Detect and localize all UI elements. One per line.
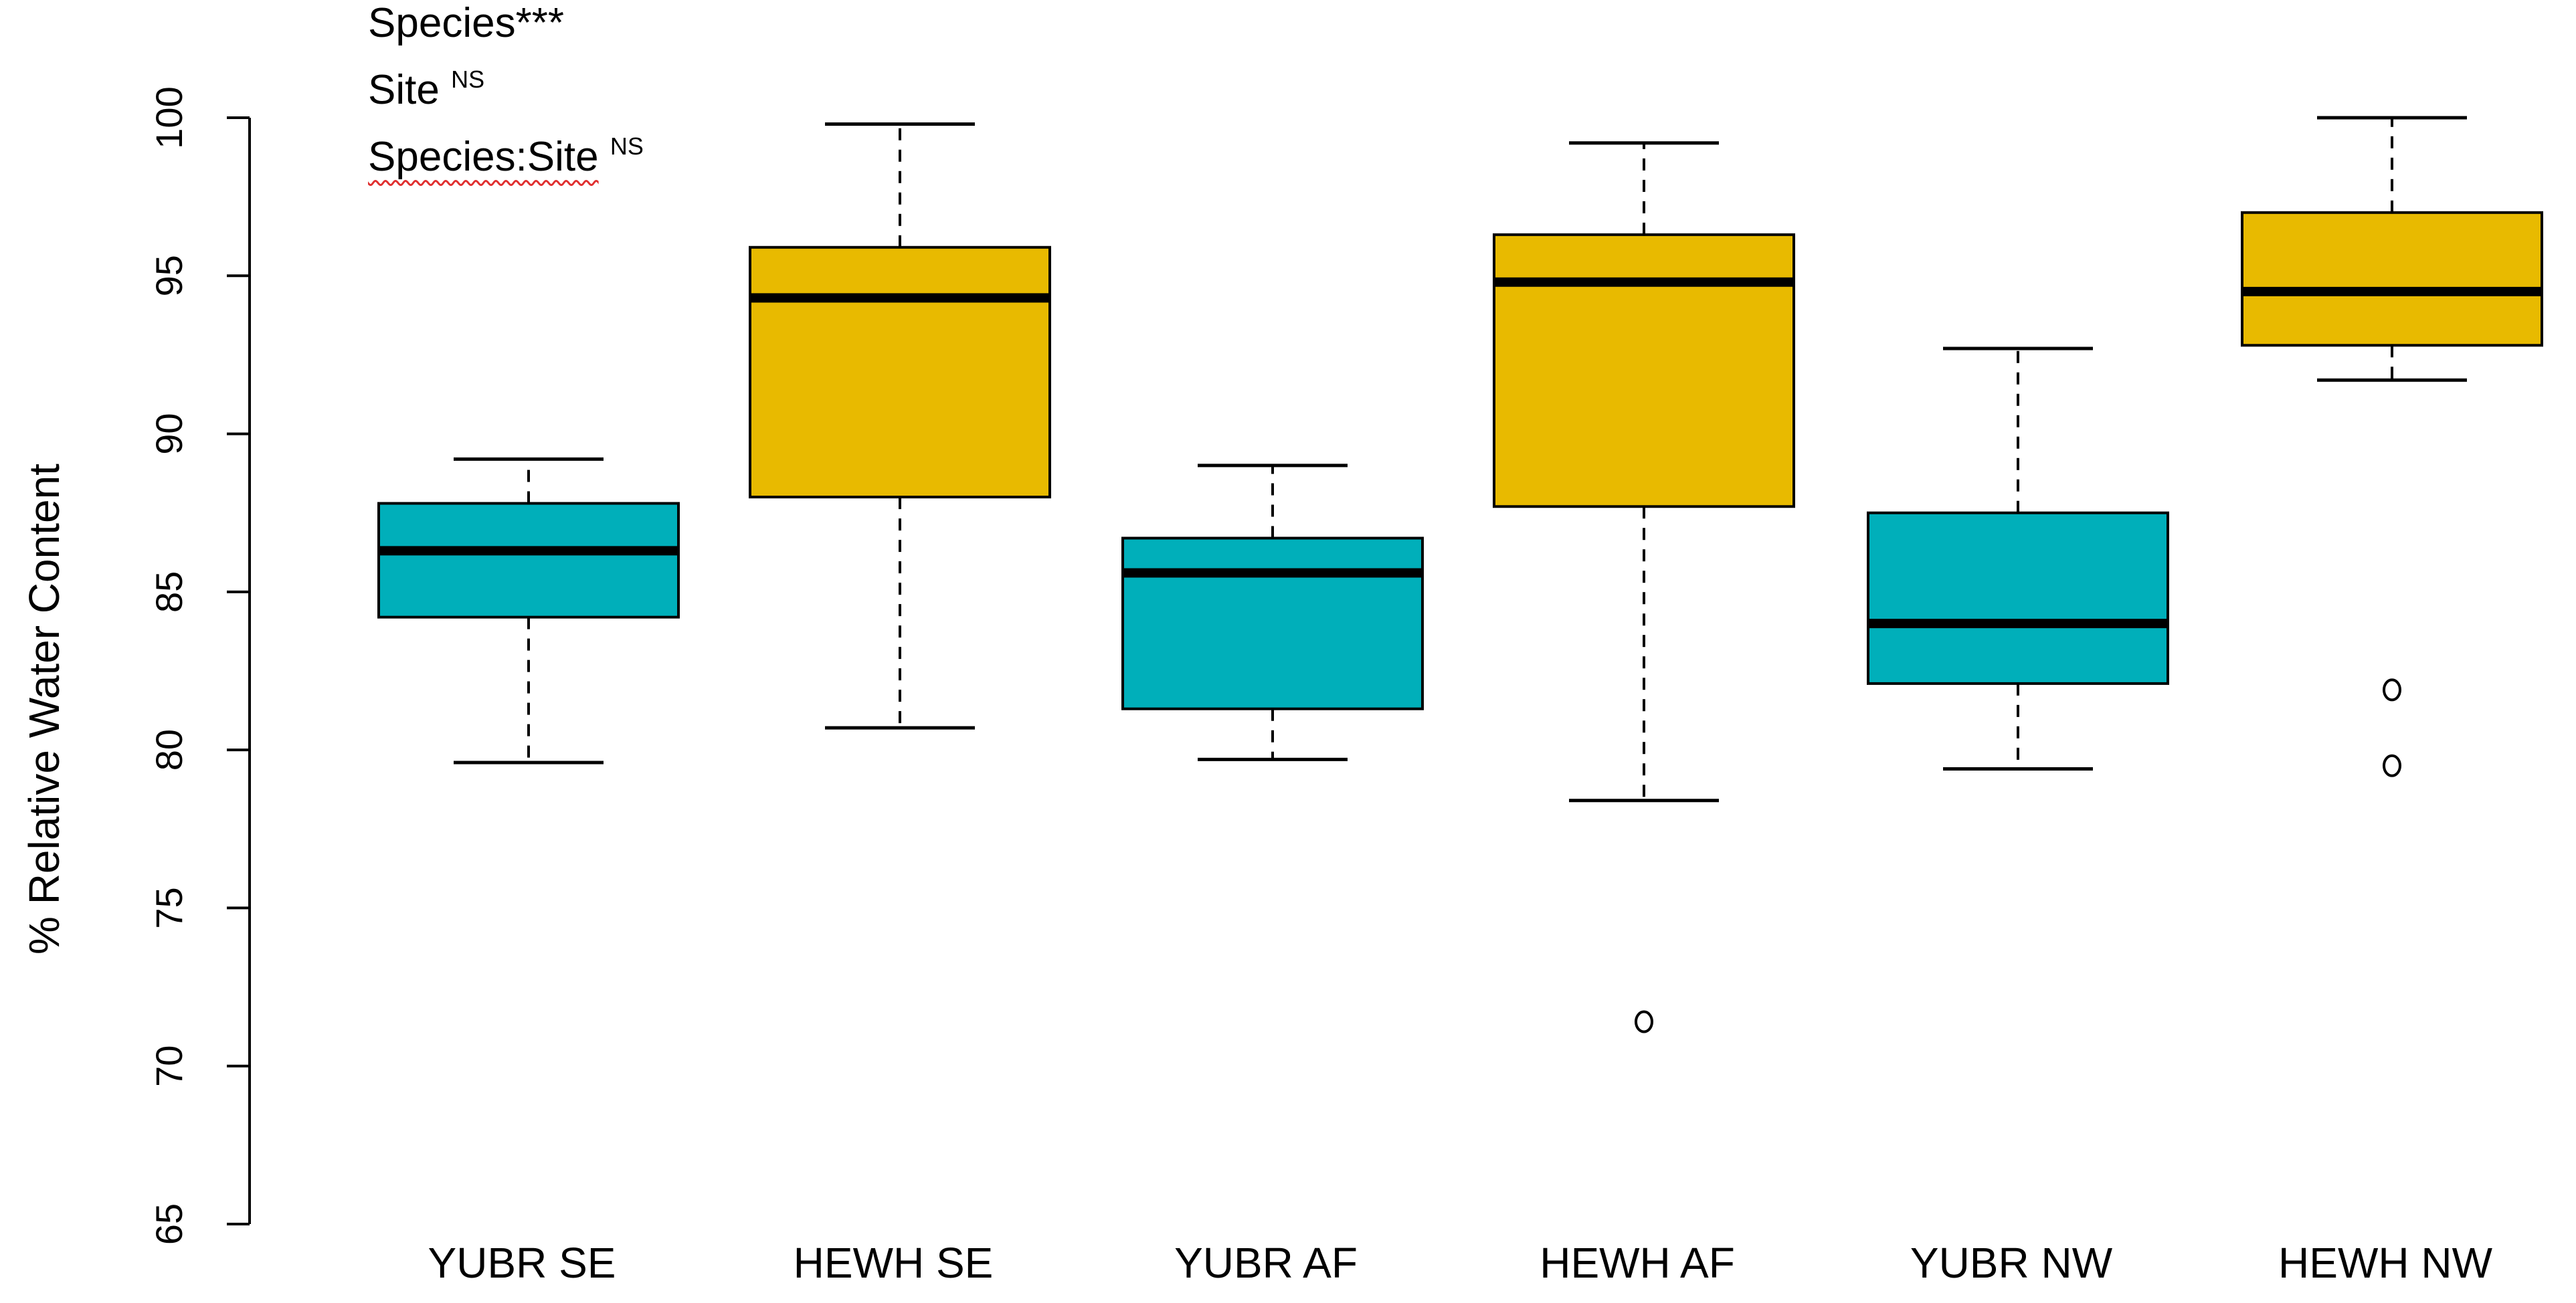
- stat-interaction-label: Species:Site: [368, 134, 599, 180]
- stat-interaction: Species:Site NS: [368, 134, 644, 180]
- box-yubr-af: [1121, 464, 1424, 761]
- box-yubr-se: [377, 457, 680, 765]
- stat-species-sig: ***: [515, 0, 564, 46]
- stat-species-label: Species: [368, 0, 516, 46]
- stat-site-label: Site: [368, 67, 440, 113]
- x-tick-label-yubr-se: YUBR SE: [428, 1239, 616, 1287]
- iqr-box: [377, 502, 680, 619]
- box-yubr-nw: [1867, 346, 2169, 771]
- y-tick-label-80: 80: [148, 729, 190, 771]
- box-hewh-nw: [2241, 116, 2543, 777]
- stat-site-sig: NS: [451, 66, 485, 93]
- iqr-box: [1121, 536, 1424, 710]
- box-hewh-af: [1493, 141, 1795, 1033]
- outlier-point: [2383, 678, 2401, 702]
- x-tick-label-hewh-se: HEWH SE: [794, 1239, 994, 1287]
- iqr-box: [749, 245, 1051, 499]
- y-tick-label-70: 70: [148, 1045, 190, 1087]
- stat-species: Species***: [368, 3, 564, 44]
- y-tick-label-95: 95: [148, 255, 190, 296]
- x-tick-label-hewh-nw: HEWH NW: [2278, 1239, 2493, 1287]
- iqr-box: [1867, 511, 2169, 685]
- y-tick-label-90: 90: [148, 413, 190, 454]
- boxes: [377, 116, 2543, 1033]
- x-tick-label-yubr-nw: YUBR NW: [1910, 1239, 2113, 1287]
- stat-site: Site NS: [368, 67, 484, 113]
- y-tick-label-75: 75: [148, 887, 190, 928]
- y-axis-label: % Relative Water Content: [20, 464, 68, 955]
- iqr-box: [2241, 211, 2543, 347]
- outlier-point: [1635, 1010, 1653, 1033]
- box-hewh-se: [749, 122, 1051, 730]
- iqr-box: [1493, 233, 1795, 508]
- x-tick-label-yubr-af: YUBR AF: [1174, 1239, 1358, 1287]
- x-tick-labels: YUBR SE HEWH SE YUBR AF HEWH AF YUBR NW HEWH …: [428, 1239, 2493, 1287]
- y-tick-label-100: 100: [148, 86, 190, 148]
- stat-interaction-sig: NS: [610, 132, 644, 160]
- outlier-point: [2383, 754, 2401, 777]
- y-tick-label-65: 65: [148, 1203, 190, 1245]
- x-tick-label-hewh-af: HEWH AF: [1540, 1239, 1735, 1287]
- y-axis: 65 70 75 80 85 90 95 100: [148, 86, 251, 1245]
- y-tick-label-85: 85: [148, 571, 190, 613]
